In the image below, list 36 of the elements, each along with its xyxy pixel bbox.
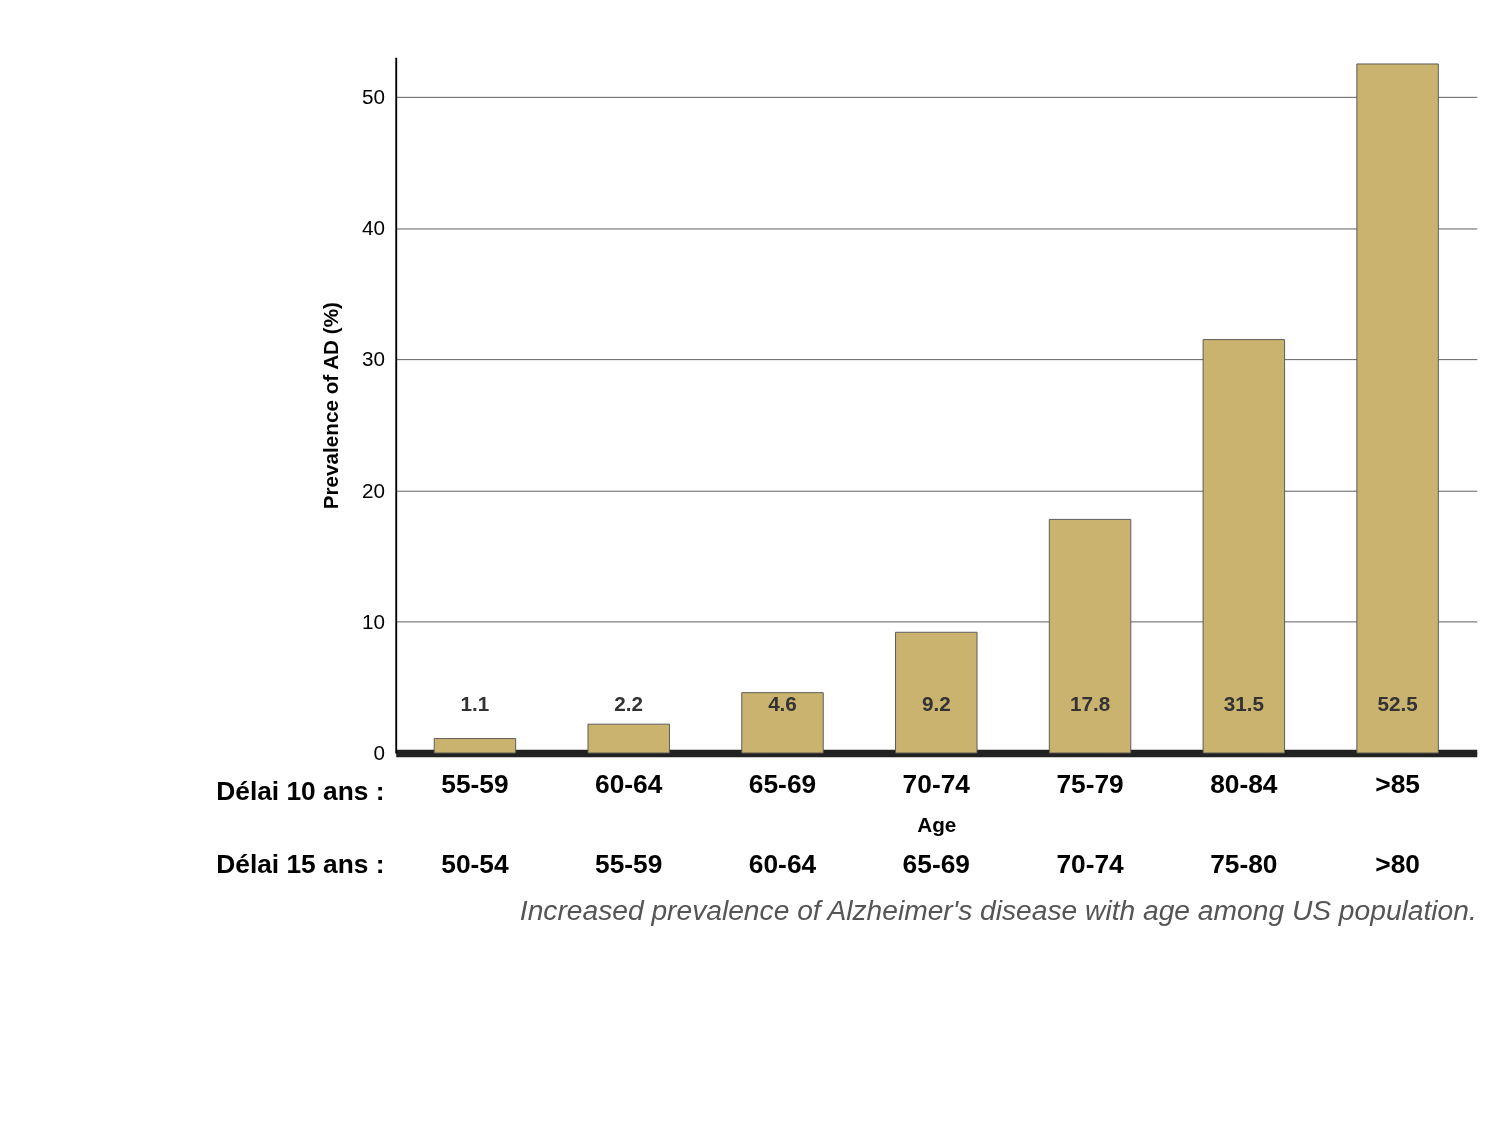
x-axis-title: Age [917, 812, 957, 836]
bar [741, 692, 824, 754]
text: 75-80 [1210, 849, 1278, 880]
x-tick-label: 55-59 [441, 768, 509, 799]
bar [433, 738, 517, 754]
y-tick-label: 0 [373, 741, 385, 765]
text: 70-74 [1056, 849, 1125, 880]
text: 50-54 [441, 849, 509, 880]
text: Délai 15 ans : [216, 849, 385, 880]
y-axis-title: Prevalence of AD (%) [319, 302, 343, 510]
x-tick-label: 60-64 [595, 768, 663, 799]
text: 65-69 [902, 849, 970, 880]
data-label: 4.6 [768, 691, 797, 715]
x-tick-label: 65-69 [748, 768, 817, 799]
text: Délai 10 ans : [216, 776, 385, 807]
y-tick-label: 40 [361, 216, 385, 240]
x-tick-label: 70-74 [902, 768, 971, 799]
text: >80 [1375, 849, 1420, 880]
x-tick-label: >85 [1375, 768, 1420, 799]
y-tick-label: 10 [361, 609, 385, 633]
x-tick-label: 75-79 [1056, 768, 1124, 799]
data-label: 52.5 [1377, 691, 1418, 715]
x-tick-label: 80-84 [1210, 768, 1278, 799]
data-label: 17.8 [1069, 691, 1111, 715]
text: 60-64 [748, 849, 817, 880]
y-tick-label: 50 [361, 84, 385, 108]
text: 55-59 [595, 849, 663, 880]
data-label: 31.5 [1223, 691, 1264, 715]
data-label: 2.2 [614, 691, 644, 715]
data-label: 1.1 [460, 691, 490, 715]
y-tick-label: 30 [361, 347, 385, 371]
text: Increased prevalence of Alzheimer's disease with age among US population. [519, 894, 1477, 927]
bar [895, 631, 978, 754]
data-label: 9.2 [921, 691, 951, 715]
y-tick-label: 20 [361, 478, 385, 502]
bar [587, 723, 670, 754]
